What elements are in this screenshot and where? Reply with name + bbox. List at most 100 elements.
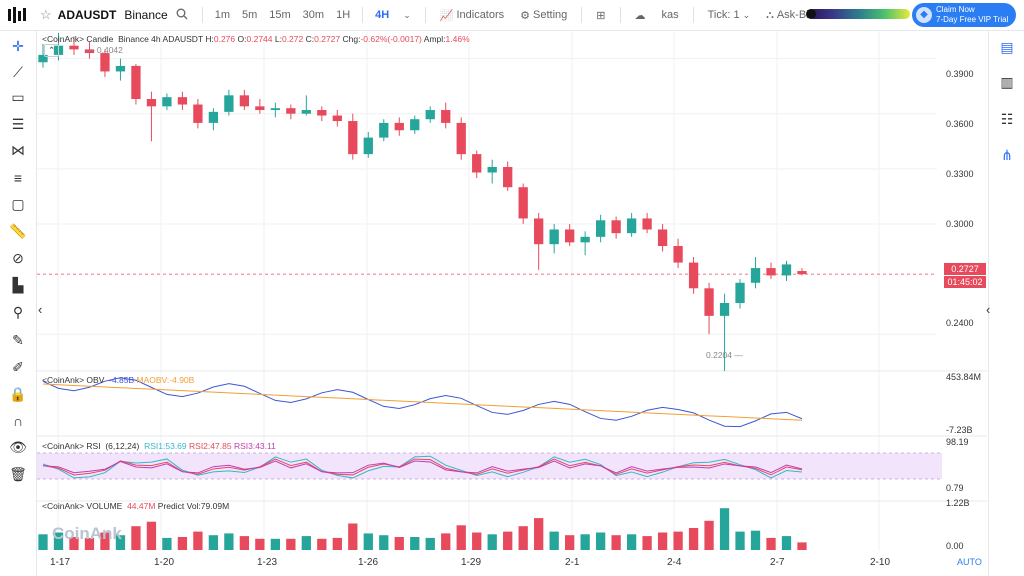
collapse-info-button[interactable]: ⌃ [44, 44, 60, 57]
rsi1-value: 53.69 [165, 441, 187, 451]
divider [201, 7, 203, 23]
claim-vip-button[interactable]: ◆ Claim Now 7-Day Free VIP Trial [912, 3, 1016, 27]
timeframe-4h[interactable]: 4H [375, 9, 390, 21]
timeframe-30m[interactable]: 30m [302, 9, 325, 21]
chevron-down-icon[interactable]: ⌄ [403, 9, 411, 20]
volume-bar [704, 520, 714, 550]
exchange-name[interactable]: Binance [124, 8, 168, 22]
collapse-left-toolbar-icon[interactable]: ‹ [38, 302, 43, 317]
maobv-label: MAOBV: [136, 375, 170, 385]
timeframe-5m[interactable]: 5m [241, 9, 258, 21]
time-tick: 1-20 [154, 557, 175, 568]
anchor-icon[interactable]: ⚲ [12, 304, 24, 320]
drawing-toolbar: ✛ ⟋ ▭ ☰ ⋈ ≡ ▢ 📏 ⊘ ▙ ⚲ ✎ ✐ 🔒 ∩ 👁 🗑 [0, 31, 37, 576]
candle-body [626, 218, 637, 234]
comment-icon[interactable]: ▢ [11, 196, 25, 212]
fib-icon[interactable]: ≡ [13, 170, 23, 186]
collapse-right-toolbar-icon[interactable]: ‹ [986, 302, 991, 317]
time-tick: 2-7 [770, 557, 785, 568]
timeframe-15m[interactable]: 15m [269, 9, 291, 21]
chart-view-icon[interactable]: ▤ [1000, 39, 1014, 55]
candle-body [456, 122, 466, 155]
heatmap-gradient-slider[interactable] [806, 9, 910, 19]
ampl-value: 1.46% [445, 34, 470, 44]
favorite-star-icon[interactable]: ☆ [40, 7, 52, 22]
price-tick: 0.3900 [946, 69, 974, 79]
rsi-lines [37, 452, 942, 480]
trash-icon[interactable]: 🗑 [9, 466, 27, 482]
candle-body [348, 121, 358, 155]
obv-value: -4.85B [109, 375, 135, 385]
open-value: 0.2744 [246, 34, 273, 44]
pencil-icon[interactable]: ✐ [12, 359, 24, 375]
timeframe-1h[interactable]: 1H [336, 9, 351, 21]
volume-bar [642, 536, 652, 550]
candlestick-chart[interactable] [37, 31, 987, 576]
pattern-icon[interactable]: ⋈ [11, 142, 25, 158]
tick-label: Tick: [707, 9, 731, 21]
volume-bar [626, 534, 637, 550]
diamond-icon: ◆ [916, 7, 932, 23]
tick-dropdown[interactable]: Tick: 1 ⌄ [708, 9, 750, 21]
symbol-name[interactable]: ADAUSDT [57, 8, 117, 22]
rsi-axis-bottom: 0.79 [946, 483, 964, 493]
eye-icon[interactable]: 👁 [9, 439, 27, 455]
rectangle-icon[interactable]: ▭ [11, 89, 25, 105]
candle-body [239, 95, 250, 107]
volume-bar [766, 537, 776, 550]
candle-body [704, 288, 714, 316]
list-icon[interactable]: ☷ [1000, 111, 1014, 127]
candle-body [642, 218, 652, 230]
rsi1-label: RSI1: [144, 441, 166, 451]
horizontal-lines-icon[interactable]: ☰ [11, 116, 25, 132]
volume-label: <CoinAnk> VOLUME [42, 501, 123, 511]
kas-label: kas [661, 9, 679, 21]
obv-label: <CoinAnk> OBV [42, 375, 105, 385]
volume-bar [131, 526, 141, 550]
layout-grid-button[interactable]: ⊞ [596, 9, 605, 22]
candle-body [38, 54, 48, 63]
gear-icon: ⚙ [520, 9, 531, 22]
share-icon[interactable]: ⋔ [1001, 147, 1013, 163]
candle-body [580, 236, 590, 243]
candle-body [797, 271, 807, 275]
timeframe-1m[interactable]: 1m [214, 9, 230, 21]
magnet-snap-icon[interactable]: ∩ [12, 413, 24, 429]
slider-handle[interactable] [806, 9, 816, 19]
kas-dropdown[interactable]: kas [662, 9, 679, 21]
candle-body [270, 108, 280, 111]
magnet-icon[interactable]: ⊘ [12, 250, 24, 266]
volume-profile-icon[interactable]: ▙ [12, 277, 24, 293]
close-label: C: [305, 34, 315, 44]
candle-body [441, 110, 451, 123]
volume-bar [208, 535, 219, 550]
indicators-button[interactable]: 📈 Indicators [440, 9, 504, 22]
volume-bar [673, 531, 683, 550]
volume-bar [363, 533, 373, 550]
crosshair-icon[interactable]: ✛ [12, 38, 24, 54]
candle-body [549, 229, 559, 245]
trend-line-icon[interactable]: ⟋ [13, 64, 23, 80]
candle-body [332, 115, 342, 122]
high-value: 0.276 [213, 34, 236, 44]
search-icon[interactable] [176, 8, 188, 23]
volume-bar [379, 535, 389, 550]
ruler-icon[interactable]: 📏 [9, 223, 27, 239]
app-logo-icon[interactable] [6, 4, 28, 26]
auto-scale-button[interactable]: AUTO [957, 557, 982, 567]
brush-icon[interactable]: ✎ [12, 332, 24, 348]
candle-body [472, 154, 482, 173]
candle-body [162, 97, 172, 107]
bar-stats-icon[interactable]: ▥ [1000, 74, 1014, 90]
volume-bar [735, 531, 745, 550]
predict-label: Predict Vol: [157, 501, 201, 511]
volume-bar [301, 536, 311, 550]
obv-axis-top: 453.84M [946, 372, 982, 382]
lock-icon[interactable]: 🔒 [9, 386, 27, 402]
setting-button[interactable]: ⚙ Setting [520, 9, 567, 22]
rsi3-label: RSI3: [233, 441, 256, 451]
max-price-label: 0.4042 [96, 45, 123, 55]
candle-countdown: 01:45:02 [944, 276, 986, 288]
cloud-button[interactable]: ☁ [635, 9, 646, 22]
candle-body [146, 99, 157, 107]
